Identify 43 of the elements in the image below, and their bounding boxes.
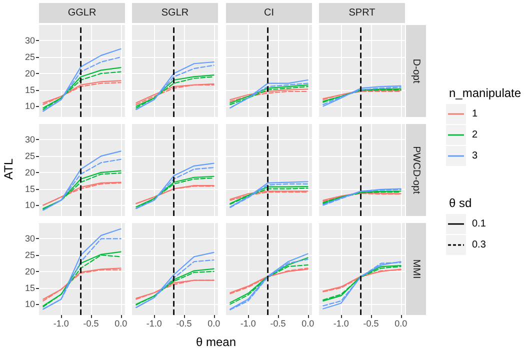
y-tick-label: 15	[24, 282, 35, 293]
chart-title: SGLR	[161, 8, 189, 18]
y-tick-label: 15	[24, 184, 35, 194]
legend-label: 0.1	[472, 218, 486, 230]
y2-axis-title: PWCD-opt	[410, 146, 422, 194]
y-tick-label: 10	[24, 200, 35, 210]
x-tick-label: -1.0	[53, 318, 69, 328]
y-tick-label: 30	[24, 36, 35, 46]
chart-title: GGLR	[68, 8, 96, 18]
legend-label: 2	[472, 130, 478, 140]
y-tick-label: 20	[24, 68, 35, 78]
x-tick-label: 0.0	[394, 318, 408, 328]
y2-axis-title: MMI	[410, 259, 422, 279]
x-tick-label: -0.5	[270, 318, 286, 328]
legend-label: 3	[472, 150, 478, 162]
chart-title: CI	[264, 8, 274, 18]
y-tick-label: 20	[24, 266, 35, 276]
legend-label: 0.3	[472, 240, 486, 250]
y-tick-label: 30	[24, 234, 35, 244]
y-tick-label: 15	[24, 84, 35, 95]
y-tick-label: 30	[24, 134, 35, 145]
x-tick-label: 0.0	[208, 318, 220, 328]
x-tick-label: 0.0	[114, 318, 128, 328]
y2-axis-title: D-opt	[410, 58, 422, 84]
x-tick-label: -1.0	[333, 318, 349, 328]
x-tick-label: -1.0	[146, 318, 162, 328]
y-tick-label: 25	[24, 151, 35, 162]
x-tick-label: -0.5	[176, 318, 192, 328]
x-tick-label: -0.5	[363, 318, 379, 328]
y-tick-label: 20	[24, 167, 35, 178]
y-axis-title: ATL	[2, 158, 16, 180]
legend-title: θ sd	[449, 196, 472, 210]
y-tick-label: 25	[24, 250, 35, 260]
y-tick-label: 10	[24, 299, 35, 310]
legend-title: n_manipulate	[449, 86, 522, 100]
x-axis-title: θ mean	[196, 335, 236, 349]
x-tick-label: -1.0	[240, 318, 256, 328]
legend-label: 1	[472, 108, 478, 120]
y-tick-label: 10	[24, 101, 35, 112]
y-tick-label: 25	[24, 52, 35, 62]
chart-title: SPRT	[348, 8, 376, 18]
x-tick-label: 0.0	[302, 318, 314, 328]
x-tick-label: -0.5	[83, 318, 99, 328]
